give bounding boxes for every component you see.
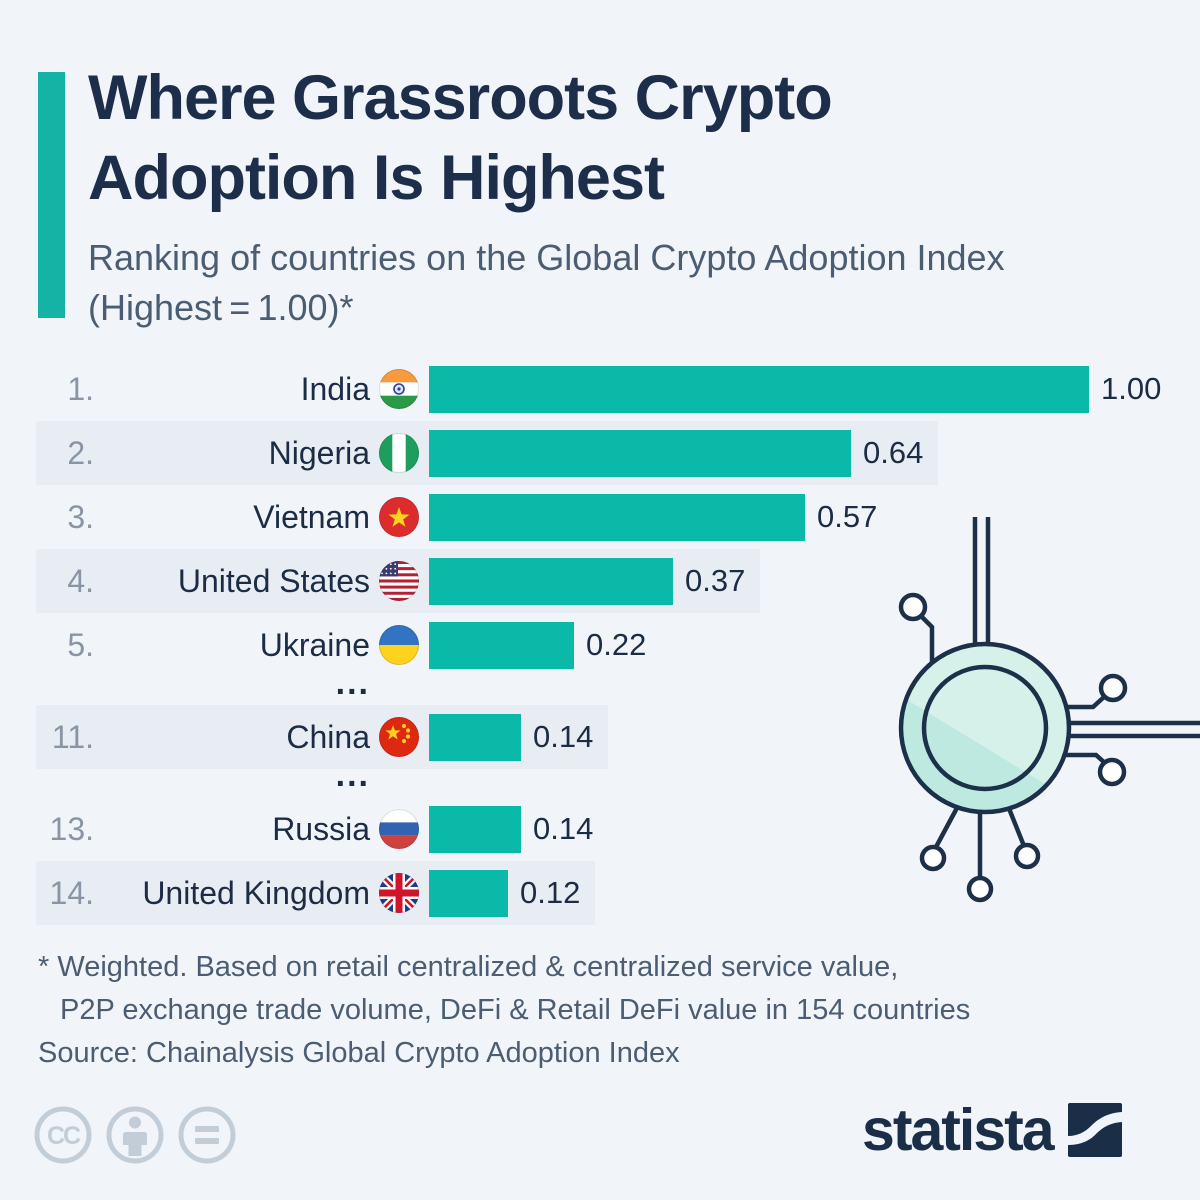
rank-label: 14.: [49, 874, 94, 911]
value-label: 0.57: [817, 499, 878, 534]
attribution-icon: [106, 1106, 164, 1164]
value-bar: [429, 493, 805, 541]
value-bar: [429, 869, 508, 917]
value-label: 0.14: [533, 811, 594, 846]
ellipsis-row: ...: [36, 664, 370, 705]
gb-flag-icon: [379, 873, 419, 913]
chart-row-india: 1. India 1.00: [36, 357, 1176, 421]
svg-text:CC: CC: [47, 1122, 81, 1150]
us-flag-icon: [379, 561, 419, 601]
statista-logo-mark: [1067, 1103, 1122, 1157]
country-label: Vietnam: [253, 498, 370, 535]
chart-row-united-kingdom: 14. United Kingdom 0.12: [36, 861, 596, 925]
circuit-line: [1062, 695, 1106, 710]
page-title: Where Grassroots Crypto Adoption Is High…: [88, 58, 833, 218]
vn-flag-icon: [379, 497, 419, 537]
value-bar: [429, 713, 521, 761]
rank-label: 4.: [67, 562, 94, 599]
coin-outer-ring: [898, 641, 1072, 815]
crypto-adoption-bar-chart: 1. India 1.00 2. Nigeria 0.64 3. Vietnam 0.57 4. U…: [36, 357, 1176, 925]
rank-label: 3.: [67, 498, 94, 535]
statista-wordmark: statista: [862, 1097, 1055, 1163]
source-line: Source: Chainalysis Global Crypto Adopti…: [38, 1037, 680, 1069]
value-bar: [429, 365, 1089, 413]
ng-flag-icon: [379, 433, 419, 473]
value-label: 0.37: [685, 563, 746, 598]
chart-row-russia: 13. Russia 0.14: [36, 797, 608, 861]
chart-row-united-states: 4. United States 0.37: [36, 549, 761, 613]
title-accent-bar: [38, 72, 65, 318]
rank-label: 2.: [67, 434, 94, 471]
country-label: Ukraine: [259, 626, 370, 663]
country-label: China: [286, 718, 370, 755]
ua-flag-icon: [379, 625, 419, 665]
subtitle: Ranking of countries on the Global Crypt…: [88, 233, 1005, 333]
country-label: India: [300, 370, 370, 407]
value-bar: [429, 557, 673, 605]
chart-row-china: 11. China 0.14: [36, 705, 609, 769]
chart-row-vietnam: 3. Vietnam 0.57: [36, 485, 892, 549]
circuit-node: [919, 844, 947, 872]
ellipsis: ...: [335, 663, 370, 702]
value-label: 0.22: [586, 627, 647, 662]
chart-row-nigeria: 2. Nigeria 0.64: [36, 421, 939, 485]
rank-label: 1.: [67, 370, 94, 407]
title-line-1: Where Grassroots Crypto: [88, 63, 833, 133]
ellipsis-row: ...: [36, 756, 370, 797]
subtitle-line-2: (Highest = 1.00)*: [88, 287, 354, 328]
title-line-2: Adoption Is Highest: [88, 143, 665, 213]
country-label: United Kingdom: [142, 874, 370, 911]
circuit-node: [1098, 673, 1128, 703]
rank-label: 5.: [67, 626, 94, 663]
circuit-line: [1060, 752, 1107, 765]
circuit-line: [919, 614, 935, 668]
value-bar: [429, 805, 521, 853]
subtitle-line-1: Ranking of countries on the Global Crypt…: [88, 237, 1005, 278]
ellipsis: ...: [335, 755, 370, 794]
value-label: 0.12: [520, 875, 581, 910]
circuit-node: [1013, 842, 1041, 870]
value-bar: [429, 429, 851, 477]
license-icons: CC: [34, 1106, 236, 1164]
statista-logo: statista: [862, 1096, 1122, 1164]
circuit-node: [1097, 757, 1127, 787]
country-label: Nigeria: [268, 434, 370, 471]
circuit-line: [934, 804, 960, 849]
country-label: Russia: [272, 810, 370, 847]
cn-flag-icon: [379, 717, 419, 757]
country-label: United States: [177, 562, 370, 599]
chart-row-ukraine: 5. Ukraine 0.22: [36, 613, 661, 677]
ru-flag-icon: [379, 809, 419, 849]
crypto-coin-circuit-illustration: [898, 517, 1200, 903]
circuit-node: [966, 875, 994, 903]
value-label: 0.14: [533, 719, 594, 754]
cc-icon: CC: [34, 1106, 92, 1164]
footnote-line-1: * Weighted. Based on retail centralized …: [38, 951, 899, 983]
in-flag-icon: [379, 369, 419, 409]
value-bar: [429, 621, 574, 669]
footnote: * Weighted. Based on retail centralized …: [38, 946, 970, 1032]
value-label: 0.64: [863, 435, 924, 470]
value-label: 1.00: [1101, 371, 1162, 406]
equals-icon: [178, 1106, 236, 1164]
rank-label: 13.: [49, 810, 94, 847]
coin-inner-ring: [921, 664, 1049, 792]
circuit-node: [898, 592, 928, 622]
footnote-line-2: P2P exchange trade volume, DeFi & Retail…: [60, 994, 971, 1026]
circuit-line: [1005, 805, 1027, 847]
rank-label: 11.: [51, 718, 94, 755]
